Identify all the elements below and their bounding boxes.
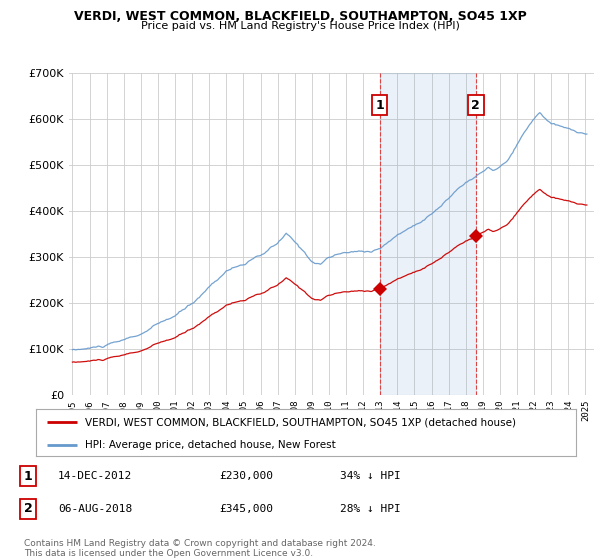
Text: 2: 2 xyxy=(24,502,32,515)
Text: 2: 2 xyxy=(471,99,480,111)
Text: VERDI, WEST COMMON, BLACKFIELD, SOUTHAMPTON, SO45 1XP (detached house): VERDI, WEST COMMON, BLACKFIELD, SOUTHAMP… xyxy=(85,417,515,427)
Text: Price paid vs. HM Land Registry's House Price Index (HPI): Price paid vs. HM Land Registry's House … xyxy=(140,21,460,31)
Text: 1: 1 xyxy=(375,99,384,111)
Text: £230,000: £230,000 xyxy=(220,471,274,481)
Text: VERDI, WEST COMMON, BLACKFIELD, SOUTHAMPTON, SO45 1XP: VERDI, WEST COMMON, BLACKFIELD, SOUTHAMP… xyxy=(74,10,526,22)
Text: HPI: Average price, detached house, New Forest: HPI: Average price, detached house, New … xyxy=(85,440,335,450)
Text: 34% ↓ HPI: 34% ↓ HPI xyxy=(340,471,401,481)
Text: 28% ↓ HPI: 28% ↓ HPI xyxy=(340,504,401,514)
Bar xyxy=(380,73,476,395)
Text: 06-AUG-2018: 06-AUG-2018 xyxy=(58,504,133,514)
Text: 14-DEC-2012: 14-DEC-2012 xyxy=(58,471,133,481)
Text: Contains HM Land Registry data © Crown copyright and database right 2024.
This d: Contains HM Land Registry data © Crown c… xyxy=(24,539,376,558)
Text: £345,000: £345,000 xyxy=(220,504,274,514)
Text: 1: 1 xyxy=(24,469,32,483)
